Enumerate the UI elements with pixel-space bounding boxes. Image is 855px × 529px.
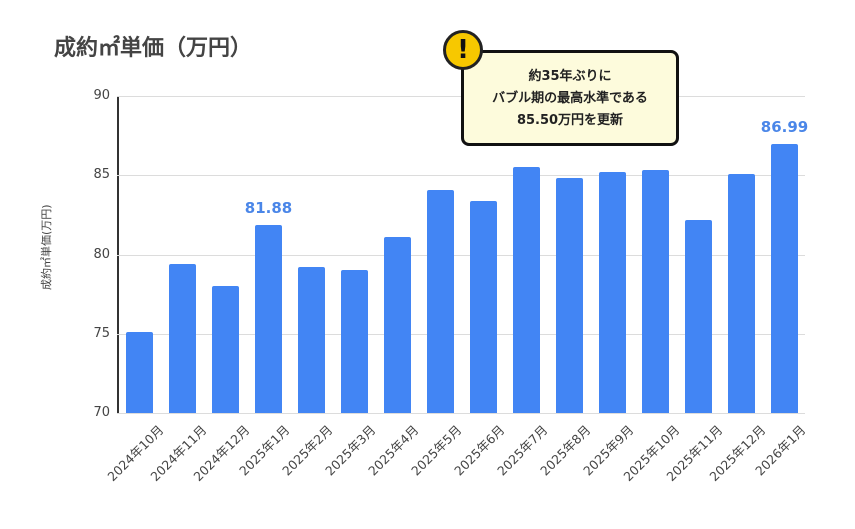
bar[interactable]	[384, 237, 411, 413]
gridline	[117, 333, 805, 335]
y-tick-label: 70	[93, 405, 110, 420]
bar[interactable]	[513, 167, 540, 413]
gridline	[117, 254, 805, 256]
bar[interactable]	[642, 170, 669, 413]
bar[interactable]	[470, 200, 497, 413]
y-tick-label: 90	[93, 88, 110, 103]
data-value-label: 86.99	[760, 117, 809, 136]
bar[interactable]	[771, 143, 798, 413]
y-tick-label: 75	[93, 325, 110, 341]
bar[interactable]	[169, 264, 196, 413]
bar[interactable]	[427, 189, 454, 413]
y-tick-label: 80	[93, 246, 110, 262]
bar[interactable]	[212, 286, 239, 413]
plot-area	[117, 96, 805, 414]
y-axis-label: 成約㎡単価(万円)	[40, 204, 53, 290]
data-value-label: 81.88	[244, 198, 293, 217]
bar[interactable]	[556, 178, 583, 413]
y-tick-label: 85	[93, 167, 110, 183]
bar[interactable]	[126, 332, 153, 413]
annotation-callout: 約35年ぶりに バブル期の最高水準である 85.50万円を更新	[461, 50, 679, 146]
chart-title: 成約㎡単価（万円）	[54, 36, 253, 61]
callout-line-2: バブル期の最高水準である	[492, 91, 648, 106]
warning-exclamation-icon: !	[443, 30, 483, 70]
bar[interactable]	[599, 172, 626, 413]
callout-line-1: 約35年ぶりに	[528, 69, 612, 84]
bar[interactable]	[298, 267, 325, 413]
bar[interactable]	[685, 219, 712, 413]
gridline	[117, 413, 805, 414]
bar[interactable]	[728, 173, 755, 413]
bar[interactable]	[255, 224, 282, 413]
gridline	[117, 175, 805, 177]
bar[interactable]	[341, 270, 368, 413]
callout-line-3: 85.50万円を更新	[516, 113, 624, 128]
